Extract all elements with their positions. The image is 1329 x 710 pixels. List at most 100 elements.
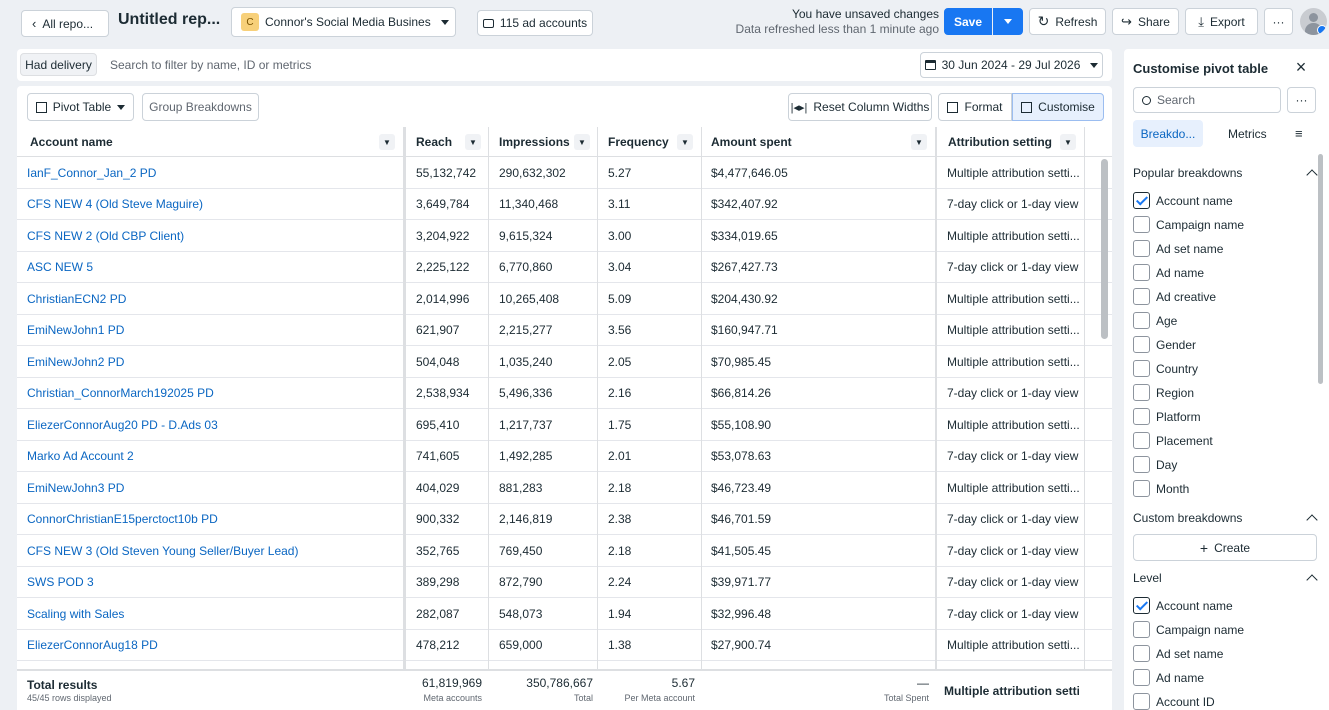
cell-account-name[interactable]: EmiNewJohn2 PD <box>27 354 125 369</box>
checkbox[interactable] <box>1133 240 1150 257</box>
profile-avatar[interactable] <box>1300 8 1327 35</box>
filter-list-icon[interactable]: ≡ <box>1295 126 1303 141</box>
cell-account-name[interactable]: Marko Ad Account 2 <box>27 449 134 463</box>
option-label[interactable]: Gender <box>1156 338 1197 352</box>
option-label[interactable]: Account name <box>1156 194 1233 208</box>
refresh-button[interactable]: ↻ Refresh <box>1029 8 1106 35</box>
option-label[interactable]: Ad creative <box>1156 290 1217 304</box>
cell-account-name[interactable]: EmiNewJohn3 PD <box>27 480 125 495</box>
customise-button[interactable]: Customise <box>1012 93 1104 121</box>
option-label[interactable]: Region <box>1156 386 1195 400</box>
cell-account-name[interactable]: EliezerConnorAug20 PD - D.Ads 03 <box>27 417 218 432</box>
option-label[interactable]: Country <box>1156 362 1199 376</box>
checkbox[interactable] <box>1133 336 1150 353</box>
tab-metrics[interactable]: Metrics <box>1228 127 1267 141</box>
date-range-picker[interactable]: 30 Jun 2024 - 29 Jul 2026 <box>920 52 1103 78</box>
option-label[interactable]: Platform <box>1156 410 1201 424</box>
had-delivery-chip[interactable]: Had delivery <box>20 53 97 76</box>
filter-search-input[interactable]: Search to filter by name, ID or metrics <box>110 58 312 72</box>
option-label[interactable]: Month <box>1156 482 1190 496</box>
chevron-down-icon[interactable]: ▼ <box>379 134 395 150</box>
cell-account-name[interactable]: CFS NEW 3 (Old Steven Young Seller/Buyer… <box>27 543 299 558</box>
checkbox[interactable] <box>1133 645 1150 662</box>
option-label[interactable]: Campaign name <box>1156 218 1245 232</box>
cell-account-name[interactable]: ConnorChristianE15perctoct10b PD <box>27 512 218 526</box>
export-button[interactable]: ⤓ Export <box>1185 8 1258 35</box>
table-row[interactable]: EliezerConnorAug18 PD 478,212 659,000 1.38 $… <box>17 630 1112 661</box>
chevron-down-icon[interactable]: ▼ <box>677 134 693 150</box>
ad-accounts-button[interactable]: 115 ad accounts <box>477 10 593 36</box>
tab-breakdowns[interactable]: Breakdo... <box>1133 120 1203 147</box>
table-row[interactable]: ConnorChristianE15perctoct10b PD 900,332 2… <box>17 504 1112 535</box>
cell-account-name[interactable]: CFS NEW 4 (Old Steve Maguire) <box>27 197 204 211</box>
cell-account-name[interactable]: EliezerConnorAug18 PD <box>27 638 158 652</box>
option-label[interactable]: Ad name <box>1156 671 1205 685</box>
col-header-frequency[interactable]: Frequency ▼ <box>598 127 701 157</box>
frozen-column-divider[interactable] <box>403 127 406 710</box>
save-options-button[interactable] <box>993 8 1023 35</box>
chevron-down-icon[interactable]: ▼ <box>465 134 481 150</box>
table-row[interactable]: ChristianECN2 PD 2,014,996 10,265,408 5.09 $… <box>17 283 1112 315</box>
checkbox[interactable] <box>1133 264 1150 281</box>
option-label[interactable]: Day <box>1156 458 1178 472</box>
chevron-up-icon[interactable] <box>1306 169 1318 181</box>
option-label[interactable]: Age <box>1156 314 1178 328</box>
table-row[interactable]: Marko Ad Account 2 741,605 1,492,285 2.01 $5… <box>17 441 1112 472</box>
col-header-account-name[interactable]: Account name ▼ <box>17 127 403 157</box>
business-selector[interactable]: C Connor's Social Media Business'... <box>231 7 456 37</box>
close-icon[interactable]: × <box>1295 57 1307 77</box>
chevron-up-icon[interactable] <box>1306 514 1318 526</box>
checkbox[interactable] <box>1133 360 1150 377</box>
chevron-up-icon[interactable] <box>1306 574 1318 586</box>
option-label[interactable]: Account ID <box>1156 695 1215 709</box>
table-row[interactable]: IanF_Connor_Jan_2 PD 55,132,742 290,632,30… <box>17 157 1112 189</box>
reset-column-widths-button[interactable]: |◂▸| Reset Column Widths <box>788 93 932 121</box>
cell-account-name[interactable]: Christian_ConnorMarch192025 PD <box>27 386 214 400</box>
vertical-scrollbar[interactable] <box>1101 159 1108 339</box>
checkbox[interactable] <box>1133 669 1150 686</box>
col-header-amount-spent[interactable]: Amount spent ▼ <box>701 127 935 157</box>
cell-account-name[interactable]: ASC NEW 5 <box>27 260 94 274</box>
checkbox[interactable] <box>1133 288 1150 305</box>
format-button[interactable]: Format <box>938 93 1012 121</box>
table-row[interactable]: CFS NEW 3 (Old Steven Young Seller/Buyer… <box>17 535 1112 567</box>
checkbox[interactable] <box>1133 384 1150 401</box>
panel-scrollbar[interactable] <box>1318 154 1323 384</box>
chevron-down-icon[interactable]: ▼ <box>574 134 590 150</box>
option-label[interactable]: Account name <box>1156 599 1233 613</box>
option-label[interactable]: Ad set name <box>1156 242 1224 256</box>
checkbox[interactable] <box>1133 432 1150 449</box>
checkbox[interactable] <box>1133 456 1150 473</box>
save-button[interactable]: Save <box>944 8 992 35</box>
panel-more-button[interactable]: ··· <box>1287 87 1316 113</box>
checkbox[interactable] <box>1133 216 1150 233</box>
checkbox[interactable] <box>1133 312 1150 329</box>
create-breakdown-button[interactable]: + Create <box>1133 534 1317 561</box>
chevron-down-icon[interactable]: ▼ <box>911 134 927 150</box>
back-to-reports-button[interactable]: ‹ All repo... <box>21 10 109 37</box>
checkbox[interactable] <box>1133 192 1150 209</box>
table-row[interactable]: EliezerConnorAug20 PD - D.Ads 03 695,410 1… <box>17 409 1112 441</box>
cell-account-name[interactable]: Scaling with Sales <box>27 606 125 621</box>
group-breakdowns-button[interactable]: Group Breakdowns <box>142 93 259 121</box>
option-label[interactable]: Ad set name <box>1156 647 1224 661</box>
cell-account-name[interactable]: IanF_Connor_Jan_2 PD <box>27 165 157 180</box>
table-row[interactable]: SWS POD 3 389,298 872,790 2.24 $39,971.77 7-d… <box>17 567 1112 598</box>
share-button[interactable]: ↪ Share <box>1112 8 1179 35</box>
cell-account-name[interactable]: EmiNewJohn1 PD <box>27 323 125 337</box>
option-label[interactable]: Campaign name <box>1156 623 1245 637</box>
report-title[interactable]: Untitled rep... <box>118 11 221 28</box>
table-row[interactable]: CFS NEW 2 (Old CBP Client) 3,204,922 9,615… <box>17 220 1112 252</box>
cell-account-name[interactable]: SWS POD 3 <box>27 575 94 589</box>
cell-account-name[interactable]: ChristianECN2 PD <box>27 291 127 306</box>
checkbox[interactable] <box>1133 693 1150 710</box>
checkbox[interactable] <box>1133 597 1150 614</box>
more-options-button[interactable]: ··· <box>1264 8 1293 35</box>
panel-search-input[interactable]: Search <box>1133 87 1281 113</box>
option-label[interactable]: Placement <box>1156 434 1213 448</box>
table-row[interactable]: EmiNewJohn2 PD 504,048 1,035,240 2.05 $70,98… <box>17 346 1112 378</box>
table-row[interactable]: CFS NEW 4 (Old Steve Maguire) 3,649,784 11… <box>17 189 1112 220</box>
table-row[interactable]: Christian_ConnorMarch192025 PD 2,538,934 5… <box>17 378 1112 409</box>
view-type-dropdown[interactable]: Pivot Table <box>27 93 134 121</box>
checkbox[interactable] <box>1133 480 1150 497</box>
